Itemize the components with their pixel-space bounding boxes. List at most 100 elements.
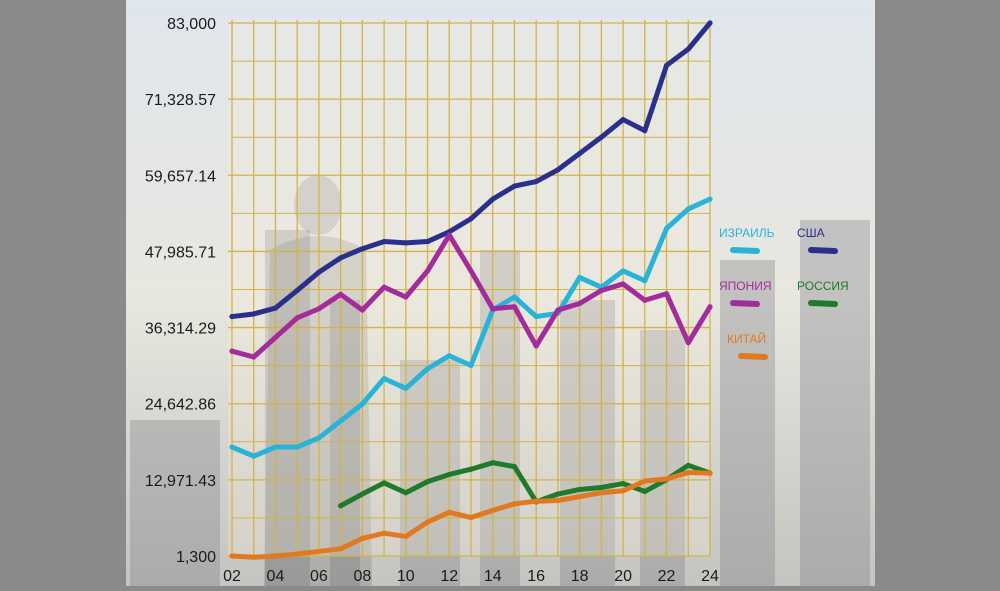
data-point xyxy=(511,501,518,507)
data-point xyxy=(424,519,431,525)
data-point xyxy=(620,116,626,123)
legend-item: США xyxy=(797,226,838,254)
data-point xyxy=(359,307,365,313)
x-tick-label: 04 xyxy=(267,568,285,585)
y-tick-label: 59,657.14 xyxy=(145,168,216,185)
x-tick-label: 10 xyxy=(397,568,415,585)
x-tick-label: 16 xyxy=(527,568,545,585)
data-point xyxy=(338,546,344,552)
data-point xyxy=(620,488,626,494)
data-point xyxy=(403,240,409,246)
x-tick-label: 08 xyxy=(353,568,371,585)
data-point xyxy=(468,268,474,274)
data-point xyxy=(685,206,691,212)
data-point xyxy=(577,494,583,500)
legend-label: ЯПОНИЯ xyxy=(719,279,772,293)
series-США xyxy=(229,20,713,320)
data-point xyxy=(381,375,387,382)
data-point xyxy=(251,453,257,459)
data-point xyxy=(685,340,691,346)
y-tick-label: 1,300 xyxy=(176,549,216,566)
legend-swatch xyxy=(808,247,838,254)
data-point xyxy=(229,348,235,354)
data-point xyxy=(620,480,626,487)
x-tick-label: 20 xyxy=(614,568,632,585)
y-tick-label: 36,314.29 xyxy=(145,321,216,338)
data-point xyxy=(642,478,648,484)
data-point xyxy=(468,466,474,472)
data-point xyxy=(316,435,322,441)
data-point xyxy=(663,225,670,232)
y-tick-label: 24,642.86 xyxy=(145,397,216,414)
data-point xyxy=(359,246,365,252)
data-point xyxy=(251,354,257,360)
legend-item: ЯПОНИЯ xyxy=(719,279,772,307)
data-point xyxy=(446,509,452,515)
data-point xyxy=(642,128,648,134)
series-layer xyxy=(229,20,713,560)
data-point xyxy=(359,401,365,407)
data-point xyxy=(403,385,409,391)
data-point xyxy=(338,418,344,424)
data-point xyxy=(294,287,300,294)
data-point xyxy=(490,507,496,513)
data-point xyxy=(685,46,691,52)
data-point xyxy=(555,167,561,173)
legend-item: КИТАЙ xyxy=(727,331,768,360)
data-point xyxy=(555,307,561,313)
data-point xyxy=(533,178,539,185)
data-point xyxy=(533,498,539,504)
data-point xyxy=(685,462,691,468)
data-point xyxy=(642,488,648,495)
data-point xyxy=(403,294,409,300)
legend-item: ИЗРАИЛЬ xyxy=(719,226,775,254)
data-point xyxy=(490,306,496,312)
data-point xyxy=(707,304,713,310)
data-point xyxy=(272,305,279,311)
legend-label: ИЗРАИЛЬ xyxy=(719,226,775,240)
data-point xyxy=(468,514,474,521)
data-point xyxy=(424,268,431,274)
data-point xyxy=(338,291,344,297)
data-point xyxy=(272,334,279,341)
data-point xyxy=(294,444,300,450)
data-point xyxy=(446,471,452,478)
data-point xyxy=(598,490,604,496)
data-point xyxy=(511,304,518,310)
data-point xyxy=(424,366,431,372)
data-point xyxy=(359,491,365,497)
x-tick-label: 02 xyxy=(223,568,241,585)
y-axis: 1,300 12,971.43 24,642.86 36,314.29 47,985.7… xyxy=(145,16,216,566)
data-point xyxy=(403,490,409,496)
series-line xyxy=(338,460,713,509)
x-tick-label: 12 xyxy=(440,568,458,585)
data-point xyxy=(316,548,322,555)
legend-swatch xyxy=(738,353,768,360)
data-point xyxy=(229,313,235,320)
data-point xyxy=(577,300,583,307)
data-point xyxy=(642,297,648,303)
y-tick-label: 83,000 xyxy=(167,16,216,33)
legend-swatch xyxy=(808,300,838,307)
y-tick-label: 12,971.43 xyxy=(145,473,216,490)
data-point xyxy=(511,294,518,300)
x-tick-label: 14 xyxy=(484,568,502,585)
data-point xyxy=(707,20,713,26)
data-point xyxy=(468,362,474,369)
legend-label: РОССИЯ xyxy=(797,279,849,293)
data-point xyxy=(229,444,235,450)
data-point xyxy=(424,479,431,485)
data-point xyxy=(272,444,279,450)
data-point xyxy=(663,476,670,482)
data-point xyxy=(663,291,670,297)
data-point xyxy=(533,313,539,320)
chart-background xyxy=(126,0,875,586)
data-point xyxy=(685,469,691,476)
legend-label: США xyxy=(797,226,825,240)
y-tick-label: 71,328.57 xyxy=(145,92,216,109)
data-point xyxy=(251,554,257,560)
data-point xyxy=(598,484,604,491)
data-point xyxy=(707,196,713,202)
